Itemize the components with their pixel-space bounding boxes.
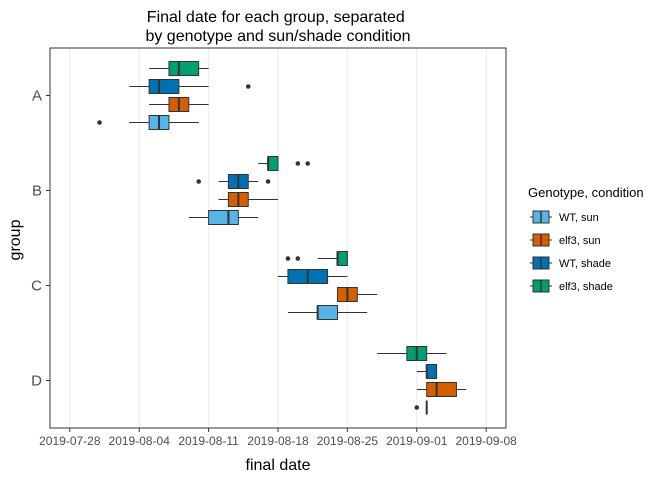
outlier-point [265, 179, 271, 184]
legend-key [530, 279, 552, 293]
x-tick-label: 2019-08-25 [317, 434, 379, 448]
outlier-point [97, 120, 102, 125]
x-tick-label: 2019-08-18 [247, 434, 309, 448]
y-axis-title: group [7, 219, 24, 260]
chart-title-line-1: Final date for each group, separated [147, 9, 405, 26]
legend-key [530, 256, 552, 270]
box [168, 61, 200, 76]
y-tick-label: A [32, 88, 42, 105]
outlier-point [196, 179, 201, 184]
legend-label: elf3, shade [559, 281, 613, 293]
outlier-point [285, 256, 291, 261]
box [267, 156, 279, 171]
legend-label: elf3, sun [559, 235, 601, 247]
legend-title: Genotype, condition [528, 185, 644, 200]
y-tick-label: B [32, 183, 42, 200]
legend-label: WT, shade [559, 258, 611, 270]
box [426, 364, 438, 379]
x-tick-label: 2019-08-11 [178, 434, 239, 448]
x-tick-label: 2019-09-08 [455, 434, 517, 448]
box [208, 210, 239, 225]
series-wt-sun [97, 115, 428, 415]
legend-key [530, 233, 552, 247]
legend: Genotype, condition WT, sun elf3, sun WT, … [528, 185, 644, 293]
legend-label: WT, sun [559, 212, 599, 224]
legend-key [530, 210, 552, 224]
outlier-point [295, 256, 301, 261]
box [336, 251, 348, 266]
x-tick-label: 2019-08-04 [109, 434, 171, 448]
outlier-point [305, 161, 311, 166]
outlier-point [414, 405, 420, 410]
box [426, 382, 457, 397]
series-wt-shade [129, 79, 438, 379]
y-tick-label: C [31, 278, 42, 295]
chart-title: Final date for each group, separated by … [145, 9, 410, 45]
plot-area: 2019-07-28 2019-08-04 2019-08-11 2019-08-18… [31, 47, 517, 448]
series-elf3-sun [149, 97, 467, 397]
x-tick-label: 2019-09-01 [386, 434, 448, 448]
y-tick-label: D [31, 373, 42, 390]
box [148, 79, 180, 94]
x-tick-label: 2019-07-28 [39, 434, 101, 448]
chart-title-line-2: by genotype and sun/shade condition [145, 28, 410, 45]
box [317, 305, 338, 320]
outlier-point [295, 161, 301, 166]
outlier-point [245, 84, 251, 89]
series-elf3-shade [149, 61, 447, 361]
x-axis-title: final date [246, 457, 311, 474]
